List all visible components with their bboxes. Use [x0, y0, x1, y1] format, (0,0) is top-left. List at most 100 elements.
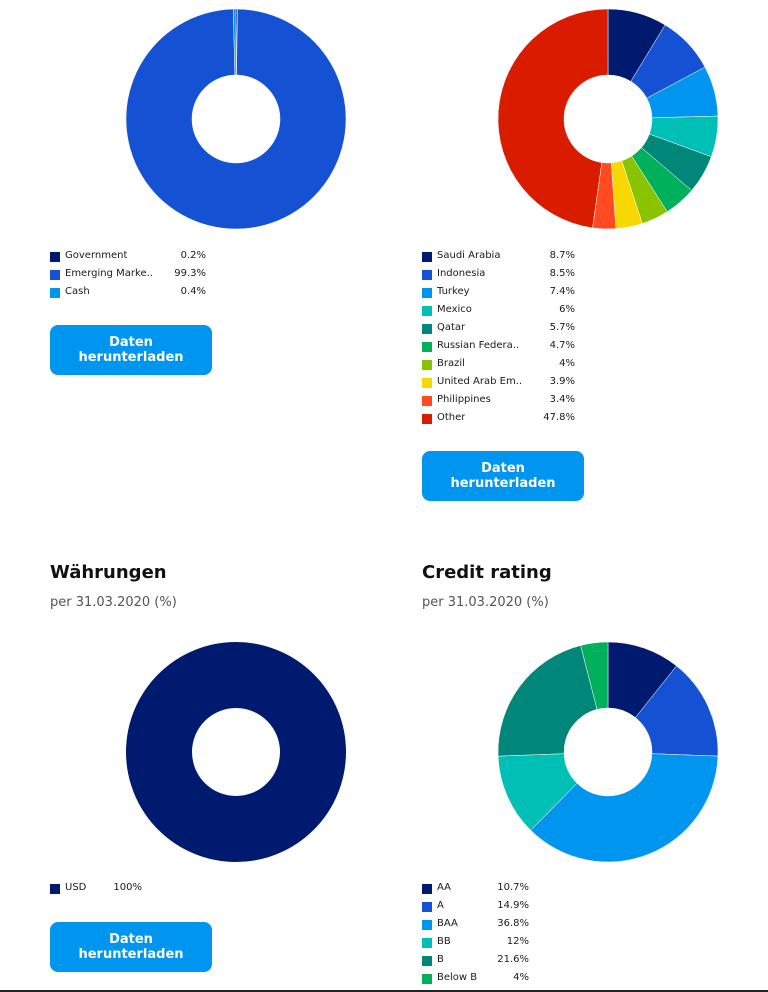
- legend-swatch: [50, 252, 60, 262]
- slice-other: [497, 8, 609, 229]
- legend-swatch: [422, 378, 432, 388]
- legend-label: Other: [437, 412, 466, 423]
- legend-label: USD: [65, 882, 87, 893]
- legend-countries: Saudi Arabia 8.7% Indonesia 8.5% Turkey 7.4% M…: [422, 249, 575, 429]
- chart-panel-asset-class: Government 0.2% Emerging Marke.. 99.3% Cash 0…: [0, 0, 384, 400]
- legend-currencies: USD 100%: [50, 881, 142, 899]
- slice-emerging-marke: [125, 8, 347, 230]
- download-button-asset-class[interactable]: Daten herunterladen: [50, 325, 212, 375]
- legend-swatch: [50, 884, 60, 894]
- section-subtitle-currencies: per 31.03.2020 (%): [50, 595, 177, 610]
- legend-swatch: [422, 902, 432, 912]
- legend-swatch: [50, 270, 60, 280]
- chart-panel-currencies: Währungen per 31.03.2020 (%) USD 100% Dat…: [0, 540, 384, 990]
- legend-value: 12%: [506, 936, 529, 947]
- legend-label: United Arab Em..: [437, 376, 523, 387]
- legend-value: 4%: [559, 358, 575, 369]
- legend-asset-class: Government 0.2% Emerging Marke.. 99.3% Cash 0…: [50, 249, 206, 303]
- legend-label: Philippines: [437, 394, 491, 405]
- legend-swatch: [422, 252, 432, 262]
- legend-label: Indonesia: [437, 268, 486, 279]
- section-title-currencies: Währungen: [50, 562, 167, 583]
- legend-swatch: [422, 306, 432, 316]
- legend-swatch: [422, 938, 432, 948]
- legend-value: 47.8%: [543, 412, 575, 423]
- legend-label: Saudi Arabia: [437, 250, 501, 261]
- section-subtitle-credit-rating: per 31.03.2020 (%): [422, 595, 549, 610]
- download-button-countries[interactable]: Daten herunterladen: [422, 451, 584, 501]
- legend-value: 5.7%: [549, 322, 575, 333]
- legend-item-qatar: Qatar 5.7%: [422, 321, 575, 339]
- chart-panel-credit-rating: Credit rating per 31.03.2020 (%) AA 10.7%…: [384, 540, 768, 990]
- legend-item-cash: Cash 0.4%: [50, 285, 206, 303]
- legend-value: 3.4%: [549, 394, 575, 405]
- legend-item-mexico: Mexico 6%: [422, 303, 575, 321]
- donut-chart-asset-class: [125, 8, 347, 230]
- legend-label: B: [437, 954, 444, 965]
- legend-value: 100%: [113, 882, 142, 893]
- legend-item-saudi-arabia: Saudi Arabia 8.7%: [422, 249, 575, 267]
- legend-item-aa: AA 10.7%: [422, 881, 529, 899]
- legend-swatch: [422, 396, 432, 406]
- legend-label: A: [437, 900, 444, 911]
- slice-usd: [126, 642, 346, 862]
- legend-value: 7.4%: [549, 286, 575, 297]
- legend-item-bb: BB 12%: [422, 935, 529, 953]
- slice-cash: [232, 8, 237, 76]
- legend-item-below-b: Below B 4%: [422, 971, 529, 989]
- legend-label: BB: [437, 936, 451, 947]
- legend-item-usd: USD 100%: [50, 881, 142, 899]
- legend-swatch: [422, 884, 432, 894]
- legend-label: Turkey: [437, 286, 470, 297]
- legend-swatch: [422, 974, 432, 984]
- legend-label: Cash: [65, 286, 90, 297]
- slice-baa: [530, 753, 719, 863]
- legend-item-russian-federa: Russian Federa.. 4.7%: [422, 339, 575, 357]
- legend-value: 6%: [559, 304, 575, 315]
- legend-swatch: [422, 288, 432, 298]
- download-button-currencies[interactable]: Daten herunterladen: [50, 922, 212, 972]
- legend-label: Mexico: [437, 304, 472, 315]
- slice-b: [497, 645, 598, 757]
- legend-label: Brazil: [437, 358, 465, 369]
- legend-item-other: Other 47.8%: [422, 411, 575, 429]
- legend-item-baa: BAA 36.8%: [422, 917, 529, 935]
- legend-item-united-arab-em: United Arab Em.. 3.9%: [422, 375, 575, 393]
- legend-label: AA: [437, 882, 451, 893]
- donut-chart-currencies: [126, 642, 346, 862]
- legend-swatch: [422, 920, 432, 930]
- donut-chart-credit-rating: [497, 641, 719, 863]
- legend-item-b: B 21.6%: [422, 953, 529, 971]
- legend-swatch: [50, 288, 60, 298]
- legend-label: Government: [65, 250, 128, 261]
- legend-swatch: [422, 414, 432, 424]
- legend-value: 0.2%: [180, 250, 206, 261]
- legend-label: Russian Federa..: [437, 340, 520, 351]
- legend-value: 3.9%: [549, 376, 575, 387]
- bottom-divider: [0, 990, 768, 992]
- legend-value: 4.7%: [549, 340, 575, 351]
- legend-value: 14.9%: [497, 900, 529, 911]
- legend-swatch: [422, 956, 432, 966]
- legend-value: 99.3%: [174, 268, 206, 279]
- legend-value: 36.8%: [497, 918, 529, 929]
- legend-swatch: [422, 342, 432, 352]
- legend-label: Below B: [437, 972, 478, 983]
- legend-value: 4%: [513, 972, 529, 983]
- legend-swatch: [422, 324, 432, 334]
- section-title-credit-rating: Credit rating: [422, 562, 552, 583]
- legend-value: 8.7%: [549, 250, 575, 261]
- legend-label: Emerging Marke..: [65, 268, 153, 279]
- legend-value: 21.6%: [497, 954, 529, 965]
- legend-label: BAA: [437, 918, 458, 929]
- legend-swatch: [422, 270, 432, 280]
- donut-chart-countries: [497, 8, 719, 230]
- chart-panel-countries: Saudi Arabia 8.7% Indonesia 8.5% Turkey 7.4% M…: [384, 0, 768, 520]
- legend-item-emerging-marke: Emerging Marke.. 99.3%: [50, 267, 206, 285]
- legend-value: 0.4%: [180, 286, 206, 297]
- legend-value: 8.5%: [549, 268, 575, 279]
- legend-value: 10.7%: [497, 882, 529, 893]
- legend-item-government: Government 0.2%: [50, 249, 206, 267]
- legend-item-brazil: Brazil 4%: [422, 357, 575, 375]
- legend-item-turkey: Turkey 7.4%: [422, 285, 575, 303]
